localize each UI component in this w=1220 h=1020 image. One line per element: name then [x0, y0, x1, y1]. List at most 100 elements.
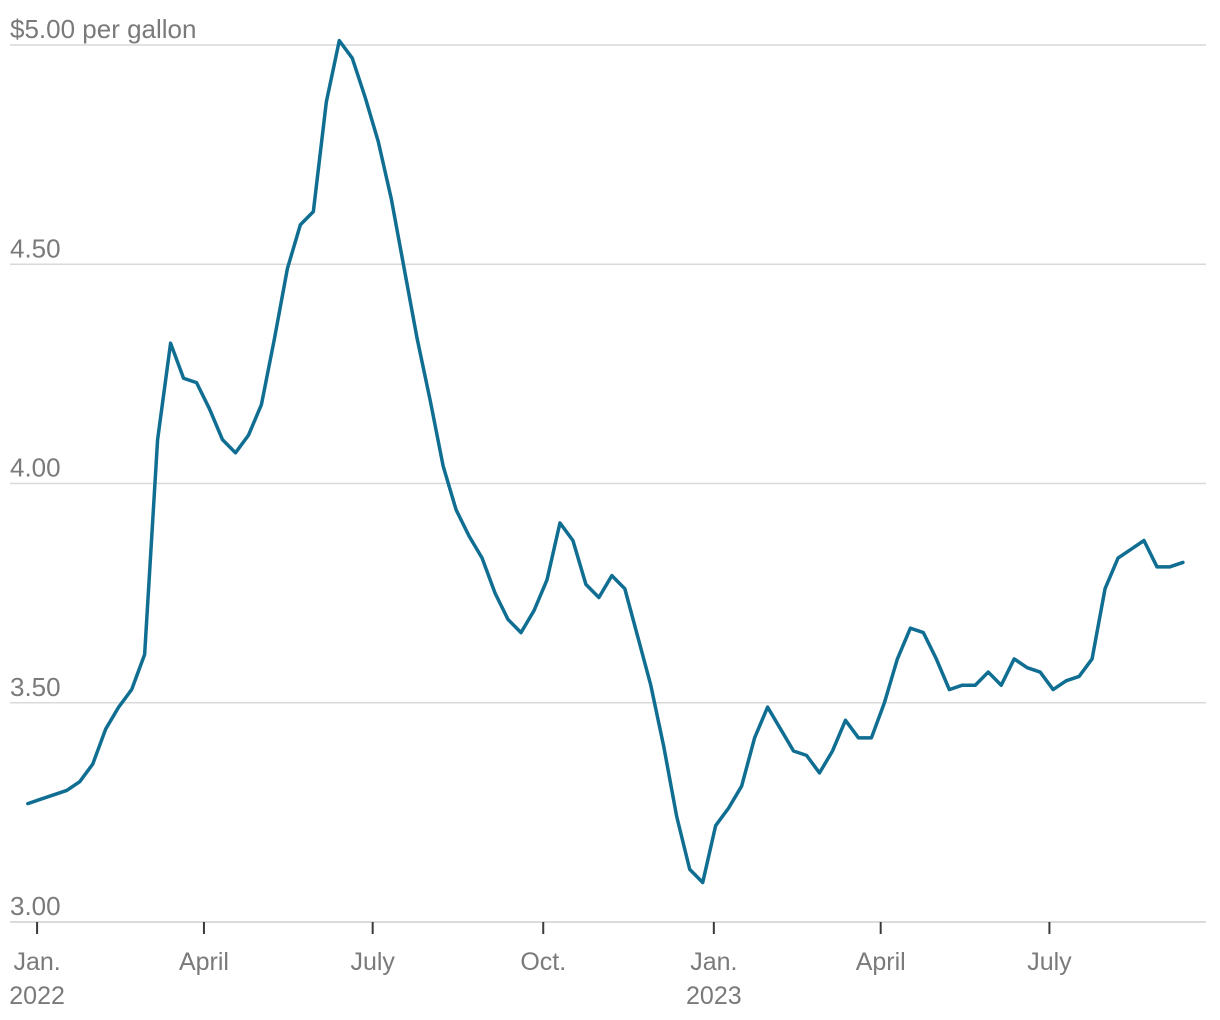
data-point — [1164, 561, 1176, 573]
data-point — [710, 820, 722, 832]
data-point — [502, 613, 514, 625]
data-point — [723, 802, 735, 814]
data-point — [359, 92, 371, 104]
data-point — [904, 622, 916, 634]
data-point — [489, 587, 501, 599]
data-point — [476, 552, 488, 564]
data-point — [982, 666, 994, 678]
data-point — [995, 679, 1007, 691]
y-tick-label: 4.00 — [10, 453, 61, 483]
x-tick-label: July — [1027, 948, 1072, 976]
data-point — [762, 701, 774, 713]
x-tick-label: April — [856, 948, 906, 976]
data-point — [437, 460, 449, 472]
data-point — [528, 605, 540, 617]
data-point — [294, 219, 306, 231]
data-point — [165, 337, 177, 349]
gridlines — [10, 44, 1206, 923]
data-point — [268, 333, 280, 345]
data-point — [255, 399, 267, 411]
data-point — [411, 333, 423, 345]
x-axis: Jan. 2022 April July Oct. Jan. 2023 April July — [9, 922, 1072, 1010]
data-point — [113, 701, 125, 713]
data-point — [35, 793, 47, 805]
x-tick-year-label: 2023 — [686, 982, 742, 1010]
data-point — [684, 863, 696, 875]
data-point — [424, 394, 436, 406]
data-point — [333, 35, 345, 47]
data-point — [307, 206, 319, 218]
data-point — [463, 530, 475, 542]
data-point — [826, 745, 838, 757]
data-point — [697, 877, 709, 889]
data-point — [216, 434, 228, 446]
data-point — [61, 784, 73, 796]
x-tick-label: April — [179, 948, 229, 976]
data-point — [1125, 543, 1137, 555]
y-tick-label: $5.00 per gallon — [10, 14, 196, 44]
data-point — [775, 723, 787, 735]
y-tick-label: 3.50 — [10, 672, 61, 702]
data-point — [48, 789, 60, 801]
x-tick-year-label: 2022 — [9, 982, 65, 1010]
data-point — [191, 377, 203, 389]
data-point — [126, 684, 138, 696]
data-point — [917, 627, 929, 639]
x-tick-label: Oct. — [520, 948, 566, 976]
x-tick-label: July — [350, 948, 395, 976]
data-point — [541, 574, 553, 586]
data-point — [398, 263, 410, 275]
series-layer — [22, 35, 1189, 889]
data-point — [152, 434, 164, 446]
data-point — [1177, 556, 1189, 568]
data-point — [658, 741, 670, 753]
data-point — [619, 583, 631, 595]
data-point — [1151, 561, 1163, 573]
data-point — [645, 679, 657, 691]
data-point — [346, 52, 358, 64]
data-point — [801, 749, 813, 761]
data-point — [839, 714, 851, 726]
data-point — [1073, 670, 1085, 682]
data-point — [814, 767, 826, 779]
data-point — [1060, 675, 1072, 687]
data-point — [1034, 666, 1046, 678]
data-point — [606, 570, 618, 582]
x-tick-label: Jan. — [13, 948, 60, 976]
data-point — [930, 653, 942, 665]
data-point — [671, 811, 683, 823]
y-axis-labels: $5.00 per gallon 4.50 4.00 3.50 3.00 — [10, 14, 196, 921]
data-point — [1008, 653, 1020, 665]
data-point — [1021, 662, 1033, 674]
data-point — [1112, 552, 1124, 564]
data-point — [788, 745, 800, 757]
data-point — [554, 517, 566, 529]
data-point — [178, 372, 190, 384]
data-point — [956, 679, 968, 691]
data-point — [229, 447, 241, 459]
data-point — [736, 780, 748, 792]
data-point — [320, 96, 332, 108]
data-point — [969, 679, 981, 691]
data-point — [204, 403, 216, 415]
data-point — [515, 627, 527, 639]
data-point — [1099, 583, 1111, 595]
x-tick-label: Jan. — [690, 948, 737, 976]
gas-price-series-line — [26, 38, 1185, 885]
data-point — [749, 732, 761, 744]
data-point — [139, 649, 151, 661]
data-point — [1086, 653, 1098, 665]
data-point — [865, 732, 877, 744]
y-tick-label: 3.00 — [10, 891, 61, 921]
y-tick-label: 4.50 — [10, 233, 61, 263]
data-point — [580, 578, 592, 590]
data-point — [281, 263, 293, 275]
data-point — [74, 776, 86, 788]
data-point — [100, 723, 112, 735]
data-point — [943, 684, 955, 696]
data-point — [632, 631, 644, 643]
data-point — [22, 798, 34, 810]
data-point — [593, 592, 605, 604]
